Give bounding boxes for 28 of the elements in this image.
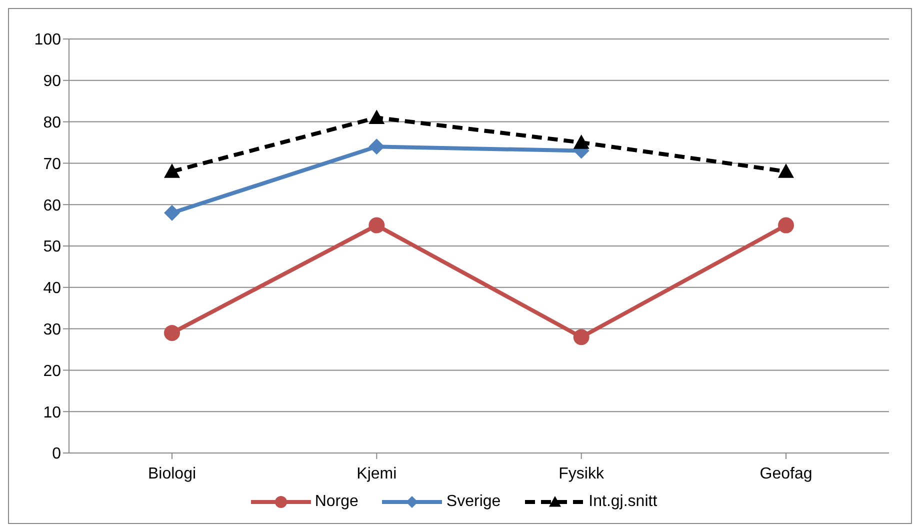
point (368, 138, 385, 155)
y-tick-label: 0 (52, 446, 62, 463)
point (778, 217, 794, 234)
y-tick-label: 30 (43, 321, 62, 338)
x-tick-label: Kjemi (356, 465, 397, 482)
point (368, 110, 385, 124)
point (778, 163, 794, 178)
y-tick-label: 100 (34, 32, 62, 49)
x-tick-label: Biologi (148, 465, 196, 482)
y-tick-label: 60 (43, 197, 62, 214)
y-tick-label: 50 (43, 238, 62, 256)
y-tick-label: 70 (43, 156, 62, 173)
legend-label: Norge (314, 493, 358, 511)
y-tick-label: 80 (43, 114, 62, 132)
point (573, 134, 590, 149)
point (368, 217, 385, 234)
point (164, 324, 180, 341)
y-tick-label: 40 (43, 280, 62, 298)
y-tick-label: 90 (43, 73, 62, 90)
y-tick-label: 10 (43, 404, 62, 422)
legend-label: Sverige (446, 493, 501, 511)
point (164, 163, 180, 178)
y-tick-label: 20 (43, 362, 62, 380)
x-tick-label: Fysikk (558, 465, 605, 482)
point (573, 329, 590, 346)
point (164, 204, 180, 221)
x-tick-label: Geofag (760, 465, 812, 482)
legend-label: Int.gj.snitt (588, 493, 658, 511)
